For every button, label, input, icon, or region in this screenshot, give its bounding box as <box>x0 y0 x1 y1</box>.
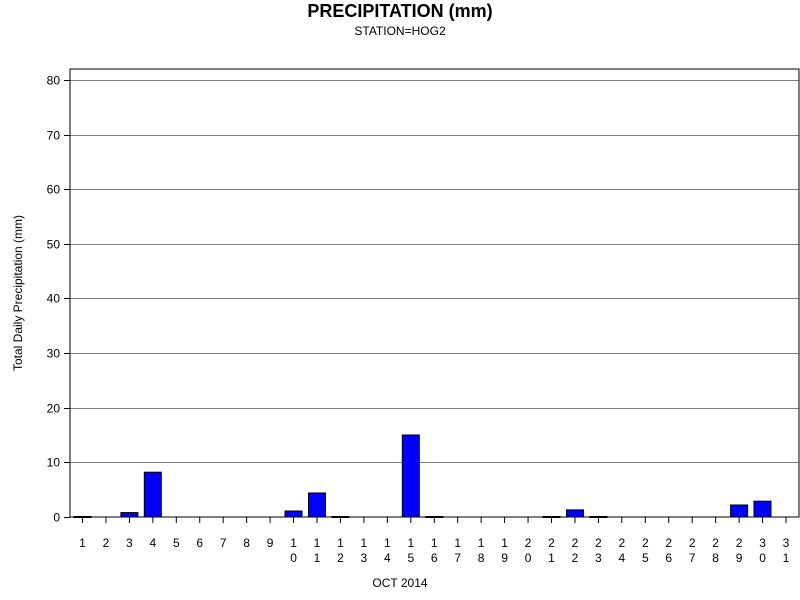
bar <box>753 500 772 518</box>
y-tick-label: 10 <box>47 456 61 470</box>
y-tick-label: 20 <box>47 402 61 416</box>
y-tick-label: 40 <box>47 292 61 306</box>
x-tick-label: 1 <box>79 536 86 550</box>
y-axis-ticks: 0 10 20 30 40 50 60 70 80 <box>47 74 70 525</box>
grid-lines <box>70 80 799 463</box>
y-tick-label: 0 <box>53 511 60 525</box>
x-tick-label: 9 <box>267 536 274 550</box>
bar <box>120 512 139 518</box>
chart-subtitle: STATION=HOG2 <box>354 24 446 38</box>
x-tick-label: 6 <box>196 536 203 550</box>
x-tick-label: 7 <box>220 536 227 550</box>
y-axis-label: Total Daily Precipitation (mm) <box>11 215 25 371</box>
bar <box>284 510 303 518</box>
y-tick-label: 70 <box>47 129 61 143</box>
x-axis-ticks: 1 2 3 4 5 6 7 8 9 1 01 11 21 31 41 51 61 71 81 92 02 12 22 32 42… <box>79 517 790 565</box>
y-tick-label: 60 <box>47 183 61 197</box>
plot-frame <box>69 68 800 518</box>
x-axis-label: OCT 2014 <box>372 576 427 590</box>
x-tick-label: 3 <box>126 536 133 550</box>
y-tick-label: 30 <box>47 347 61 361</box>
bar <box>401 434 420 518</box>
x-tick-label: 8 <box>243 536 250 550</box>
bar <box>730 504 749 518</box>
bar <box>308 492 326 518</box>
bar <box>566 509 584 518</box>
x-tick-label: 2 <box>103 536 110 550</box>
bars <box>73 434 772 518</box>
x-tick-label: 4 <box>150 536 157 550</box>
chart-title: PRECIPITATION (mm) <box>307 1 492 21</box>
x-tick-label: 5 <box>173 536 180 550</box>
bar <box>143 471 162 518</box>
y-tick-label: 80 <box>47 74 61 88</box>
y-tick-label: 50 <box>47 238 61 252</box>
